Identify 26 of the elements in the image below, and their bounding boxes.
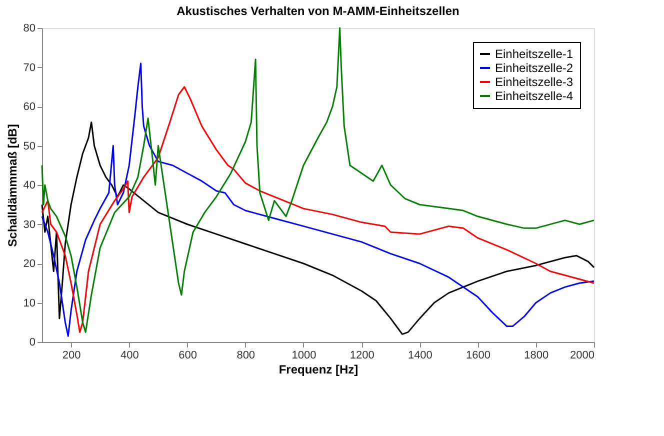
legend-label: Einheitszelle-4 [495,89,574,103]
x-tick-label: 1600 [466,350,491,362]
legend-label: Einheitszelle-3 [495,75,574,89]
legend-label: Einheitszelle-2 [495,61,574,75]
y-tick-label: 70 [23,62,36,74]
x-tick-label: 1000 [292,350,316,362]
y-tick-label: 20 [23,258,36,270]
y-tick-label: 50 [23,140,36,152]
x-tick-label: 1800 [524,350,549,362]
y-tick-label: 40 [23,180,36,192]
x-tick-label: 800 [236,350,256,362]
y-tick-label: 30 [23,218,36,231]
x-tick-label: 200 [62,350,81,362]
y-tick-label: 10 [23,297,36,310]
x-tick-label: 2000 [570,350,594,362]
legend-label: Einheitszelle-1 [495,47,574,61]
y-tick-label: 80 [23,22,36,34]
x-tick-label: 1400 [408,350,432,362]
chart-title: Akustisches Verhalten von M-AMM-Einheitszellen [176,4,460,18]
x-tick-label: 400 [120,350,139,362]
x-tick-label: 1200 [350,350,374,362]
x-tick-label: 600 [178,350,197,362]
y-tick-label: 60 [23,101,36,113]
x-axis-title: Frequenz [Hz] [278,362,358,376]
y-axis-title: Schalldämmmaß [dB] [5,124,20,247]
y-tick-label: 0 [29,336,36,348]
